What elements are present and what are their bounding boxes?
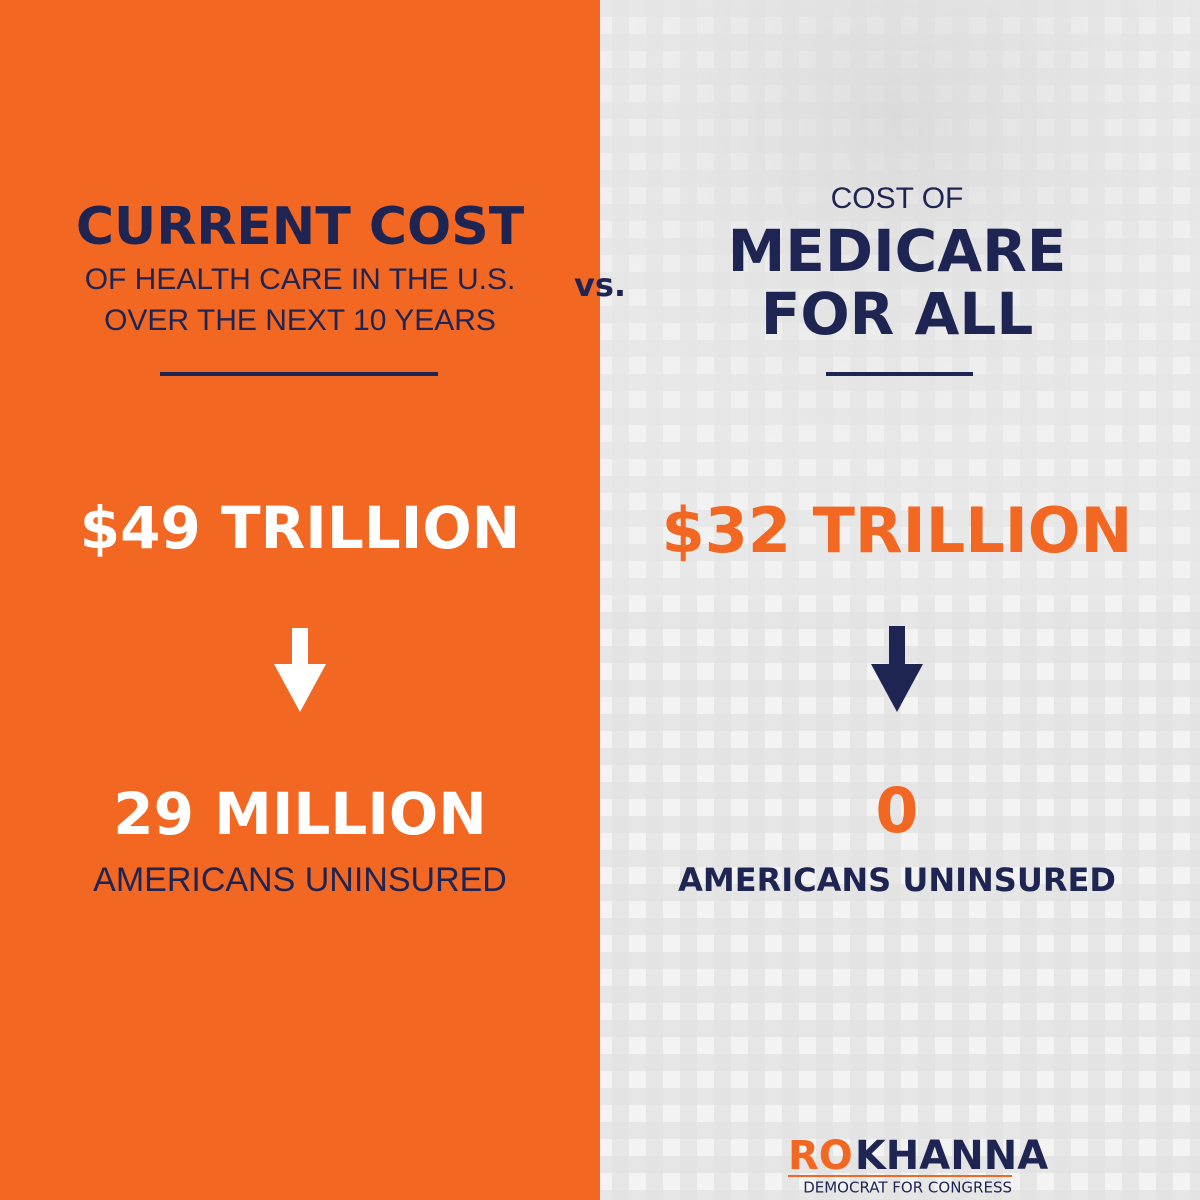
right-label: AMERICANS UNINSURED bbox=[678, 861, 1116, 899]
right-kicker: COST OF bbox=[831, 182, 964, 215]
arrow bbox=[274, 628, 326, 712]
right-count: 0 bbox=[875, 774, 918, 847]
right-title: FOR ALL bbox=[761, 280, 1034, 348]
photo-overlay bbox=[600, 0, 1200, 600]
right-title: MEDICARE bbox=[728, 217, 1067, 285]
versus: vs. bbox=[574, 266, 626, 304]
left-panel bbox=[0, 0, 600, 1200]
left-count: 29 MILLION bbox=[113, 780, 487, 848]
left-label: AMERICANS UNINSURED bbox=[93, 861, 507, 899]
arrow bbox=[871, 626, 923, 712]
right-amount: $32 TRILLION bbox=[662, 494, 1133, 567]
logo-first: RO bbox=[788, 1133, 853, 1179]
logo-tagline: DEMOCRAT FOR CONGRESS bbox=[803, 1179, 1012, 1197]
left-amount: $49 TRILLION bbox=[80, 494, 520, 562]
left-title: CURRENT COST bbox=[76, 197, 525, 257]
logo-last: KHANNA bbox=[855, 1133, 1048, 1179]
left-subtitle: OF HEALTH CARE IN THE U.S. bbox=[85, 263, 516, 296]
left-subtitle: OVER THE NEXT 10 YEARS bbox=[104, 304, 496, 337]
